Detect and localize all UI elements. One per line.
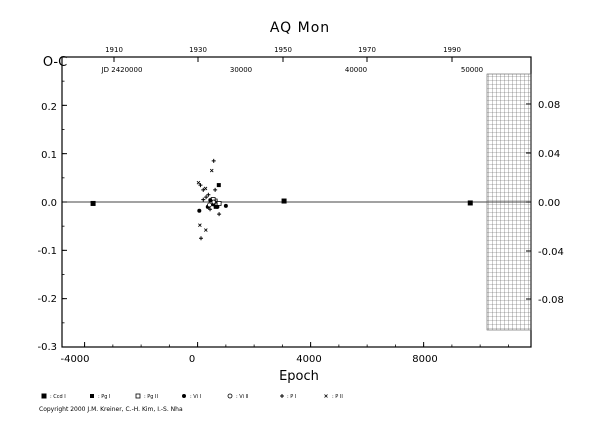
x-tick: 0 bbox=[189, 354, 195, 365]
data-point bbox=[204, 195, 209, 200]
copyright-notice: Copyright 2000 J.M. Kreiner, C.-H. Kim, … bbox=[39, 406, 183, 413]
data-point bbox=[467, 200, 473, 206]
data-point bbox=[198, 223, 202, 227]
top-year-tick: 1990 bbox=[443, 46, 461, 54]
y-tick-left: -0.1 bbox=[37, 246, 57, 257]
data-point bbox=[213, 187, 218, 192]
data-point bbox=[211, 158, 216, 163]
legend-marker bbox=[41, 393, 47, 399]
chart-title: AQ Mon bbox=[270, 20, 330, 36]
legend-marker bbox=[280, 394, 284, 398]
y-tick-left: -0.2 bbox=[37, 294, 57, 305]
legend-label: : P I bbox=[287, 394, 296, 400]
data-point bbox=[201, 187, 206, 192]
legend-label: : Ccd I bbox=[50, 394, 66, 400]
data-point bbox=[206, 192, 211, 197]
data-point bbox=[198, 183, 203, 188]
y-tick-right: -0.08 bbox=[538, 295, 564, 306]
data-point bbox=[216, 201, 222, 206]
data-point bbox=[203, 186, 208, 191]
legend-marker bbox=[182, 394, 186, 398]
y-tick-right: 0.08 bbox=[538, 100, 560, 111]
x-axis-label: Epoch bbox=[279, 369, 319, 384]
data-point bbox=[204, 228, 208, 232]
legend-label: : Pg I bbox=[98, 394, 111, 400]
data-point bbox=[197, 208, 202, 213]
legend-label: : Pg II bbox=[144, 394, 158, 400]
data-points bbox=[90, 158, 473, 241]
data-point bbox=[214, 200, 218, 204]
top-jd-tick: JD 2420000 bbox=[101, 66, 143, 74]
data-point bbox=[215, 204, 220, 209]
y-tick-right: 0.04 bbox=[538, 149, 560, 160]
top-jd-tick: 50000 bbox=[461, 66, 483, 74]
data-point bbox=[201, 197, 206, 202]
data-point bbox=[208, 207, 213, 212]
x-tick: 4000 bbox=[296, 354, 321, 365]
data-point bbox=[209, 168, 214, 173]
legend-label: : P II bbox=[332, 394, 343, 400]
top-year-tick: 1910 bbox=[105, 46, 123, 54]
y-axis-label: O-C bbox=[43, 55, 67, 70]
y-tick-left: 0.0 bbox=[41, 198, 57, 209]
legend-marker bbox=[135, 393, 141, 399]
data-point bbox=[199, 236, 204, 241]
data-point bbox=[211, 199, 217, 205]
data-point bbox=[216, 183, 221, 188]
data-point bbox=[207, 202, 212, 208]
top-year-tick: 1970 bbox=[358, 46, 376, 54]
x-tick: -4000 bbox=[60, 354, 89, 365]
top-jd-tick: 40000 bbox=[345, 66, 367, 74]
legend-marker bbox=[90, 394, 94, 398]
y-tick-left: -0.3 bbox=[37, 342, 57, 353]
data-point bbox=[208, 198, 213, 203]
top-year-tick: 1950 bbox=[274, 46, 292, 54]
tick-marks bbox=[62, 56, 531, 348]
y-tick-right: 0.00 bbox=[538, 198, 560, 209]
data-point bbox=[90, 200, 96, 206]
legend-label: : Vi I bbox=[190, 394, 201, 400]
data-point bbox=[281, 198, 287, 204]
legend-marker bbox=[324, 394, 328, 398]
y-tick-left: 0.2 bbox=[41, 102, 57, 113]
data-point bbox=[196, 180, 201, 185]
legend-label: : Vi II bbox=[236, 394, 249, 400]
data-point bbox=[223, 203, 228, 208]
top-year-tick: 1930 bbox=[189, 46, 207, 54]
legend: : Ccd I : Pg I : Pg II : Vi I : Vi II : … bbox=[41, 393, 343, 400]
data-point bbox=[217, 212, 222, 217]
y-tick-right: -0.04 bbox=[538, 247, 564, 258]
y-tick-left: 0.1 bbox=[41, 150, 57, 161]
top-jd-tick: 30000 bbox=[230, 66, 252, 74]
legend-marker bbox=[227, 393, 233, 399]
x-tick: 8000 bbox=[412, 354, 437, 365]
